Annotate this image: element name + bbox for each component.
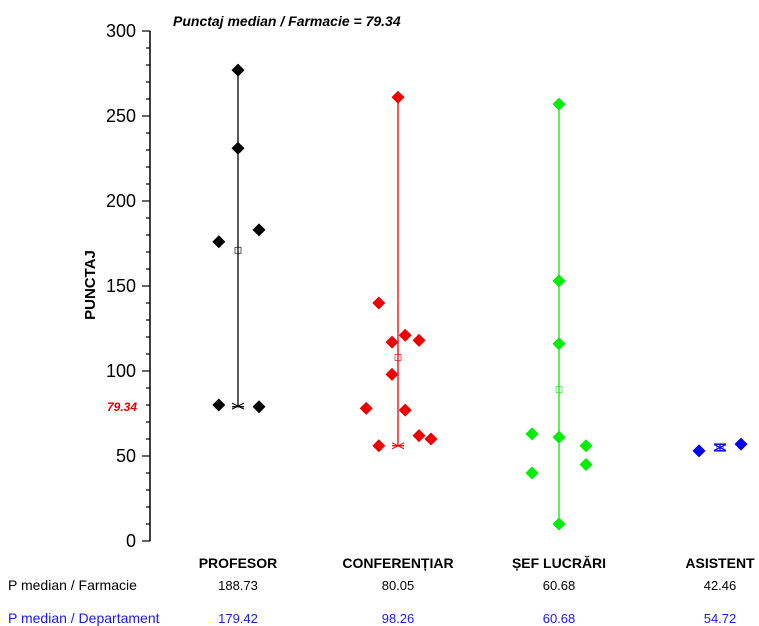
data-point	[692, 444, 706, 458]
data-point	[359, 401, 373, 415]
y-tick-label: 50	[116, 446, 136, 466]
data-point	[552, 337, 566, 351]
data-point	[412, 333, 426, 347]
data-point	[552, 97, 566, 111]
data-point	[231, 141, 245, 155]
footer-row-value: 98.26	[382, 611, 415, 626]
data-point	[552, 430, 566, 444]
data-point	[398, 403, 412, 417]
data-point	[252, 400, 266, 414]
data-point	[525, 427, 539, 441]
series-group	[212, 63, 266, 414]
mean-marker	[394, 353, 402, 361]
data-point	[552, 274, 566, 288]
data-point	[424, 432, 438, 446]
mean-marker	[555, 386, 563, 394]
series-group	[692, 437, 748, 458]
data-point	[412, 429, 426, 443]
footer-row-value: 80.05	[382, 578, 415, 593]
median-marker	[231, 402, 245, 410]
footer-row-value: 179.42	[218, 611, 258, 626]
y-tick-label: 200	[106, 191, 136, 211]
data-point	[525, 466, 539, 480]
category-label: CONFERENȚIAR	[342, 555, 453, 571]
median-marker	[391, 442, 405, 450]
data-point	[385, 367, 399, 381]
data-point	[252, 223, 266, 237]
y-tick-label: 0	[126, 531, 136, 551]
data-point	[231, 63, 245, 77]
footer-row-value: 54.72	[704, 611, 737, 626]
data-point	[372, 439, 386, 453]
category-label: ȘEF LUCRĂRI	[512, 555, 606, 571]
series-group	[359, 90, 438, 453]
mean-marker	[716, 444, 724, 451]
footer-row-value: 188.73	[218, 578, 258, 593]
footer-row-label: P median / Farmacie	[8, 577, 137, 593]
data-point	[579, 458, 593, 471]
y-tick-label: 300	[106, 21, 136, 41]
footer-row-value: 60.68	[543, 578, 576, 593]
series-group	[525, 97, 593, 531]
series-layer	[212, 63, 748, 531]
data-point	[212, 398, 226, 412]
footer-row-value: 42.46	[704, 578, 737, 593]
data-point	[579, 439, 593, 453]
y-tick-label: 250	[106, 106, 136, 126]
footer-rows: P median / Farmacie 188.73 80.05 60.68 42.46…	[8, 577, 736, 626]
data-point	[734, 437, 748, 451]
data-point	[398, 328, 412, 342]
footer-row-label: P median / Departament	[8, 610, 160, 626]
data-point	[372, 296, 386, 310]
category-labels: PROFESOR CONFERENȚIAR ȘEF LUCRĂRI ASISTENT	[199, 555, 755, 571]
y-axis: 0 50 100 150 200 250 300 79.34	[106, 21, 151, 551]
y-tick-label: 100	[106, 361, 136, 381]
mean-marker	[234, 246, 242, 254]
median-marker	[713, 444, 727, 451]
data-point	[385, 335, 399, 349]
data-point	[552, 517, 566, 531]
chart-title: Punctaj median / Farmacie = 79.34	[173, 13, 401, 29]
category-label: ASISTENT	[685, 555, 755, 571]
footer-row-value: 60.68	[543, 611, 576, 626]
reference-value-label: 79.34	[107, 400, 137, 414]
data-point	[212, 235, 226, 249]
y-axis-label: PUNCTAJ	[82, 250, 99, 320]
y-tick-label: 150	[106, 276, 136, 296]
category-label: PROFESOR	[199, 555, 278, 571]
data-point	[391, 90, 405, 104]
